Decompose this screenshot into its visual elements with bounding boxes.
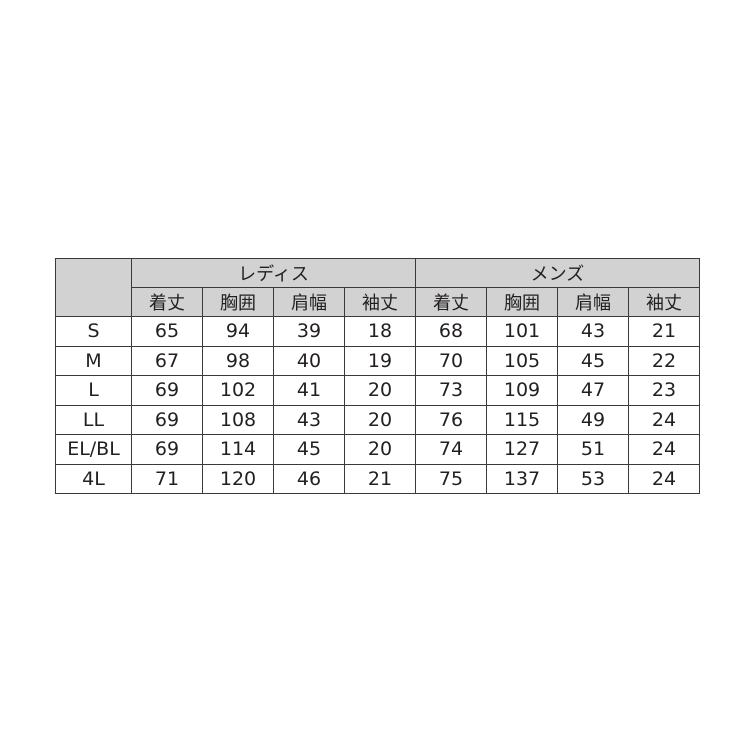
measurement: 69 bbox=[131, 375, 203, 406]
measurement: 102 bbox=[202, 375, 274, 406]
measurement: 74 bbox=[415, 434, 487, 465]
measurement: 108 bbox=[202, 404, 274, 435]
measurement: 69 bbox=[131, 434, 203, 465]
size-label: S bbox=[55, 316, 132, 347]
column-header: 袖丈 bbox=[628, 287, 700, 317]
measurement: 51 bbox=[557, 434, 629, 465]
size-label: EL/BL bbox=[55, 434, 132, 465]
measurement: 24 bbox=[628, 463, 700, 494]
measurement: 73 bbox=[415, 375, 487, 406]
measurement: 41 bbox=[273, 375, 345, 406]
measurement: 69 bbox=[131, 404, 203, 435]
measurement: 68 bbox=[415, 316, 487, 347]
measurement: 47 bbox=[557, 375, 629, 406]
measurement: 71 bbox=[131, 463, 203, 494]
measurement: 45 bbox=[273, 434, 345, 465]
size-label: M bbox=[55, 345, 132, 376]
measurement: 49 bbox=[557, 404, 629, 435]
measurement: 70 bbox=[415, 345, 487, 376]
measurement: 24 bbox=[628, 404, 700, 435]
measurement: 21 bbox=[628, 316, 700, 347]
measurement: 45 bbox=[557, 345, 629, 376]
measurement: 20 bbox=[344, 404, 416, 435]
column-header: 胸囲 bbox=[486, 287, 558, 317]
measurement: 65 bbox=[131, 316, 203, 347]
group-header: メンズ bbox=[415, 258, 700, 288]
measurement: 53 bbox=[557, 463, 629, 494]
size-label: L bbox=[55, 375, 132, 406]
measurement: 101 bbox=[486, 316, 558, 347]
measurement: 120 bbox=[202, 463, 274, 494]
column-header: 胸囲 bbox=[202, 287, 274, 317]
measurement: 40 bbox=[273, 345, 345, 376]
measurement: 127 bbox=[486, 434, 558, 465]
column-header: 着丈 bbox=[415, 287, 487, 317]
corner-cell bbox=[55, 258, 132, 317]
measurement: 18 bbox=[344, 316, 416, 347]
measurement: 105 bbox=[486, 345, 558, 376]
measurement: 21 bbox=[344, 463, 416, 494]
group-header: レディス bbox=[131, 258, 416, 288]
measurement: 98 bbox=[202, 345, 274, 376]
column-header: 着丈 bbox=[131, 287, 203, 317]
measurement: 114 bbox=[202, 434, 274, 465]
measurement: 67 bbox=[131, 345, 203, 376]
size-label: 4L bbox=[55, 463, 132, 494]
column-header: 肩幅 bbox=[273, 287, 345, 317]
measurement: 43 bbox=[557, 316, 629, 347]
measurement: 109 bbox=[486, 375, 558, 406]
measurement: 23 bbox=[628, 375, 700, 406]
size-label: LL bbox=[55, 404, 132, 435]
column-header: 袖丈 bbox=[344, 287, 416, 317]
measurement: 24 bbox=[628, 434, 700, 465]
measurement: 137 bbox=[486, 463, 558, 494]
size-table: レディス メンズ 着丈 胸囲 肩幅 袖丈 着丈 胸囲 肩幅 袖丈 S 65 94 39 18 68 101 43 2… bbox=[55, 258, 700, 494]
measurement: 115 bbox=[486, 404, 558, 435]
measurement: 43 bbox=[273, 404, 345, 435]
measurement: 22 bbox=[628, 345, 700, 376]
measurement: 20 bbox=[344, 434, 416, 465]
measurement: 94 bbox=[202, 316, 274, 347]
measurement: 76 bbox=[415, 404, 487, 435]
column-header: 肩幅 bbox=[557, 287, 629, 317]
measurement: 75 bbox=[415, 463, 487, 494]
measurement: 20 bbox=[344, 375, 416, 406]
measurement: 19 bbox=[344, 345, 416, 376]
measurement: 46 bbox=[273, 463, 345, 494]
measurement: 39 bbox=[273, 316, 345, 347]
